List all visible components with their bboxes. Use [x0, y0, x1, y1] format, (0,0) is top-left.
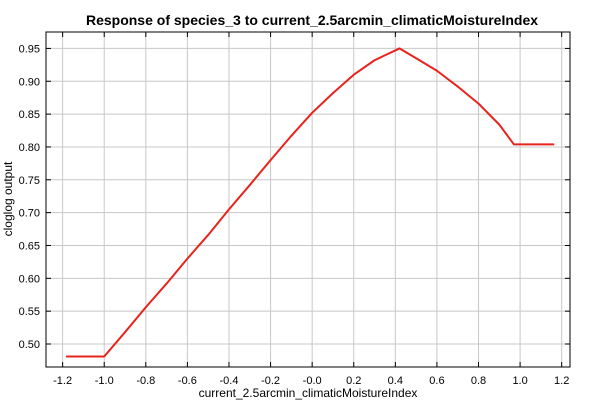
- response-curve-point: [290, 134, 293, 137]
- response-curve-point: [552, 143, 555, 146]
- chart-title: Response of species_3 to current_2.5arcm…: [86, 12, 538, 28]
- response-curve-point: [513, 143, 515, 146]
- x-tick-label: -0.6: [178, 375, 197, 387]
- series-layer: [65, 47, 555, 358]
- x-tick-label: 1.0: [512, 375, 527, 387]
- response-curve-point: [145, 306, 147, 309]
- y-tick-label: 0.50: [19, 339, 40, 351]
- grid-layer: [46, 32, 570, 367]
- response-curve-point: [248, 184, 251, 186]
- response-curve-point: [373, 59, 376, 62]
- x-tick-label: -0.4: [219, 375, 238, 387]
- tick-layer: -1.2 -1.0 -0.8 -0.6 -0.4 -0.2 -0.0 0.2 0.4 0.6 0.8…: [19, 32, 570, 387]
- x-tick-label: 0.6: [429, 375, 444, 387]
- response-curve-point: [477, 102, 480, 105]
- response-curve-line: [65, 47, 555, 358]
- y-tick-label: 0.60: [19, 273, 40, 285]
- x-axis-label: current_2.5arcmin_climaticMoistureIndex: [199, 386, 418, 400]
- y-tick-label: 0.65: [19, 240, 40, 252]
- response-curve-point: [124, 331, 126, 333]
- x-tick-label: -1.0: [95, 375, 114, 387]
- response-curve-point: [207, 234, 209, 236]
- response-curve-point: [186, 257, 189, 260]
- x-tick-label: -1.2: [53, 375, 72, 387]
- response-curve-point: [103, 355, 106, 358]
- y-tick-label: 0.80: [19, 142, 40, 154]
- response-curve-point: [228, 208, 230, 211]
- y-axis-label: cloglog output: [1, 161, 15, 236]
- y-tick-label: 0.75: [19, 175, 40, 187]
- response-curve-point: [456, 85, 459, 88]
- x-tick-label: -0.0: [303, 375, 322, 387]
- x-tick-label: 0.8: [471, 375, 486, 387]
- y-tick-label: 0.90: [19, 76, 40, 88]
- response-curve-point: [398, 47, 401, 50]
- y-tick-label: 0.70: [19, 208, 40, 220]
- x-tick-label: 0.4: [388, 375, 403, 387]
- y-tick-label: 0.55: [19, 306, 40, 318]
- x-tick-label: -0.8: [136, 375, 155, 387]
- response-curve-point: [352, 73, 355, 76]
- response-curve-point: [498, 123, 501, 126]
- y-tick-label: 0.95: [19, 43, 40, 55]
- y-tick-label: 0.85: [19, 109, 40, 121]
- response-curve-point: [332, 92, 334, 94]
- response-curve-point: [269, 159, 272, 161]
- x-tick-label: -0.2: [261, 375, 280, 387]
- x-tick-label: 0.2: [346, 375, 361, 387]
- plot-frame: [45, 31, 571, 368]
- response-curve-point: [436, 69, 438, 72]
- response-curve-point: [311, 111, 313, 114]
- x-tick-label: 1.2: [554, 375, 569, 387]
- response-curve-point: [415, 57, 417, 60]
- response-curve-point: [65, 355, 68, 358]
- response-curve-point: [165, 282, 168, 285]
